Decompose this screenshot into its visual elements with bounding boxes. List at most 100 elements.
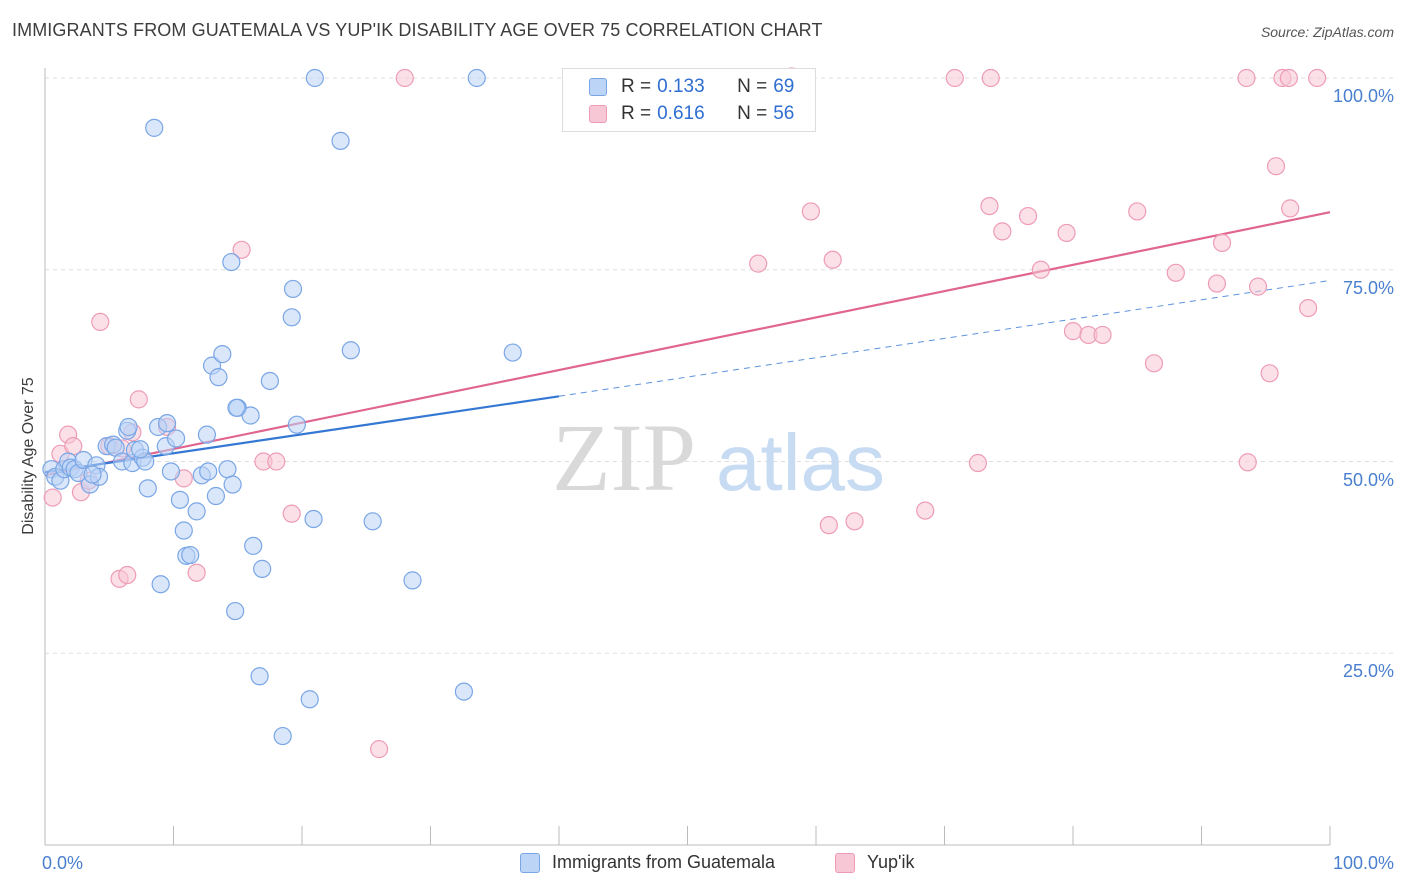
stats-legend: R = 0.133 N = 69 R = 0.616 N = 56	[562, 68, 816, 132]
point-guatemala	[83, 465, 102, 484]
series-legend-yupik: Yup'ik	[835, 852, 914, 873]
point-guatemala	[199, 462, 218, 481]
point-yupik	[1031, 260, 1050, 279]
point-yupik	[1207, 274, 1227, 293]
grid-lines	[45, 77, 1395, 654]
point-guatemala	[206, 486, 226, 506]
point-yupik	[968, 453, 988, 473]
point-yupik	[43, 488, 62, 507]
point-guatemala	[157, 414, 177, 433]
point-yupik	[1237, 68, 1256, 88]
point-guatemala	[304, 509, 323, 529]
point-yupik	[1018, 206, 1038, 226]
point-yupik	[91, 312, 110, 332]
point-yupik	[1093, 325, 1112, 345]
legend-r-value: 0.133	[657, 76, 705, 97]
point-guatemala	[403, 571, 422, 590]
point-guatemala	[253, 559, 272, 578]
point-yupik	[1238, 453, 1257, 472]
point-guatemala	[282, 308, 301, 327]
point-guatemala	[283, 279, 303, 299]
point-guatemala	[181, 545, 200, 565]
point-yupik	[118, 565, 137, 585]
y-tick-label: 100.0%	[1332, 86, 1394, 106]
series-legend: Immigrants from Guatemala Yup'ik	[0, 852, 1406, 878]
point-yupik	[845, 512, 864, 531]
x-tick-label: 0.0%	[42, 853, 84, 873]
axes	[44, 68, 1331, 846]
legend-r-label: R =	[621, 103, 652, 124]
point-guatemala	[363, 512, 382, 531]
point-guatemala	[241, 406, 260, 425]
data-points	[42, 67, 1327, 759]
point-guatemala	[187, 502, 206, 521]
point-guatemala	[161, 462, 181, 481]
point-yupik	[916, 501, 935, 520]
watermark-zip: ZIP	[552, 404, 696, 511]
point-guatemala	[166, 429, 186, 448]
point-yupik	[1281, 199, 1300, 218]
point-guatemala	[218, 460, 237, 479]
point-yupik	[823, 250, 842, 269]
legend-n-value: 69	[773, 76, 795, 97]
point-guatemala	[454, 682, 474, 701]
point-yupik	[1308, 68, 1327, 88]
point-guatemala	[130, 440, 150, 459]
point-guatemala	[145, 118, 164, 137]
point-guatemala	[287, 415, 306, 434]
point-yupik	[232, 240, 251, 259]
point-yupik	[819, 516, 838, 535]
point-yupik	[282, 504, 301, 523]
point-guatemala	[244, 536, 263, 555]
x-tick-label: 100.0%	[1332, 853, 1394, 873]
point-yupik	[801, 202, 820, 221]
series-label: Yup'ik	[867, 852, 915, 872]
chart-title: IMMIGRANTS FROM GUATEMALA VS YUP'IK DISA…	[12, 20, 823, 40]
legend-n-value: 56	[773, 103, 795, 124]
legend-r-value: 0.616	[657, 103, 705, 124]
point-guatemala	[197, 425, 217, 444]
point-yupik	[370, 740, 389, 759]
point-guatemala	[209, 368, 228, 387]
point-yupik	[1128, 202, 1147, 221]
point-yupik	[945, 68, 964, 88]
point-guatemala	[222, 252, 241, 272]
legend-row-guatemala: R = 0.133 N = 69	[589, 75, 794, 99]
point-yupik	[1057, 223, 1076, 243]
watermark: ZIP atlas	[552, 404, 885, 511]
point-guatemala	[174, 521, 193, 540]
point-yupik	[993, 222, 1012, 241]
point-guatemala	[305, 68, 324, 88]
point-yupik	[1212, 233, 1232, 253]
point-guatemala	[341, 341, 360, 360]
point-yupik	[1144, 354, 1164, 373]
point-yupik	[1166, 263, 1185, 282]
legend-swatch-blue	[589, 78, 607, 96]
point-guatemala	[250, 667, 269, 686]
point-guatemala	[227, 398, 246, 417]
point-yupik	[981, 68, 1000, 88]
point-guatemala	[119, 417, 138, 437]
point-yupik	[980, 196, 999, 216]
point-guatemala	[260, 371, 279, 391]
point-guatemala	[467, 68, 486, 88]
point-yupik	[267, 452, 286, 471]
point-yupik	[187, 563, 206, 582]
point-guatemala	[503, 343, 522, 362]
point-guatemala	[331, 131, 350, 150]
point-guatemala	[300, 690, 319, 709]
point-yupik	[395, 68, 414, 88]
point-guatemala	[226, 601, 245, 621]
watermark-atlas: atlas	[716, 418, 885, 507]
point-yupik	[1266, 157, 1286, 176]
point-yupik	[1248, 277, 1268, 296]
legend-swatch-pink	[589, 105, 607, 123]
legend-n-label: N =	[737, 76, 768, 97]
point-yupik	[129, 390, 148, 409]
point-guatemala	[151, 575, 170, 594]
series-swatch-blue	[520, 852, 540, 873]
point-guatemala	[223, 475, 242, 494]
legend-n-label: N =	[737, 103, 768, 124]
y-tick-label: 50.0%	[1342, 469, 1394, 490]
